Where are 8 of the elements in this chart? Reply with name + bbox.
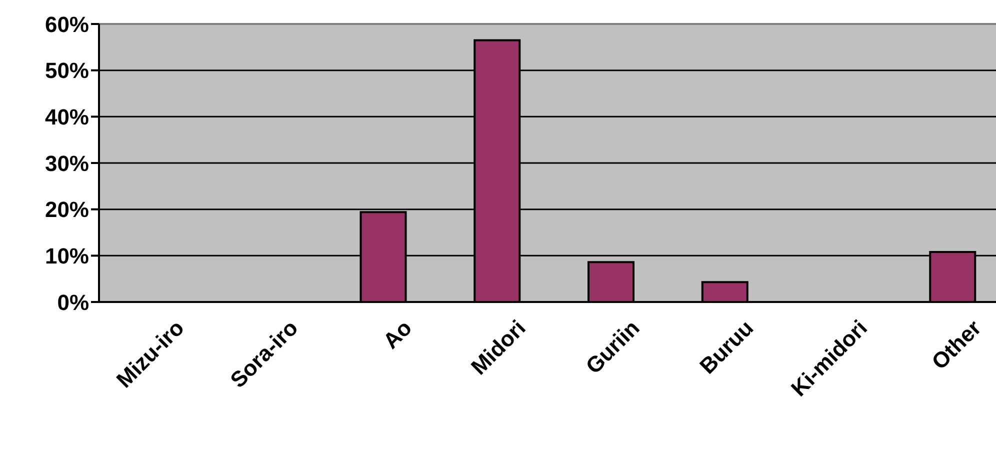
y-tick-label: 30% [44,150,89,176]
x-tick-label: Ao [378,315,417,354]
y-tick-label: 60% [44,12,89,37]
y-tick-label: 10% [44,243,89,268]
y-tick-label: 40% [44,104,89,130]
y-tick-label: 50% [44,58,89,84]
y-tick-label: 20% [44,197,89,222]
y-tick-label: 0% [57,290,89,315]
